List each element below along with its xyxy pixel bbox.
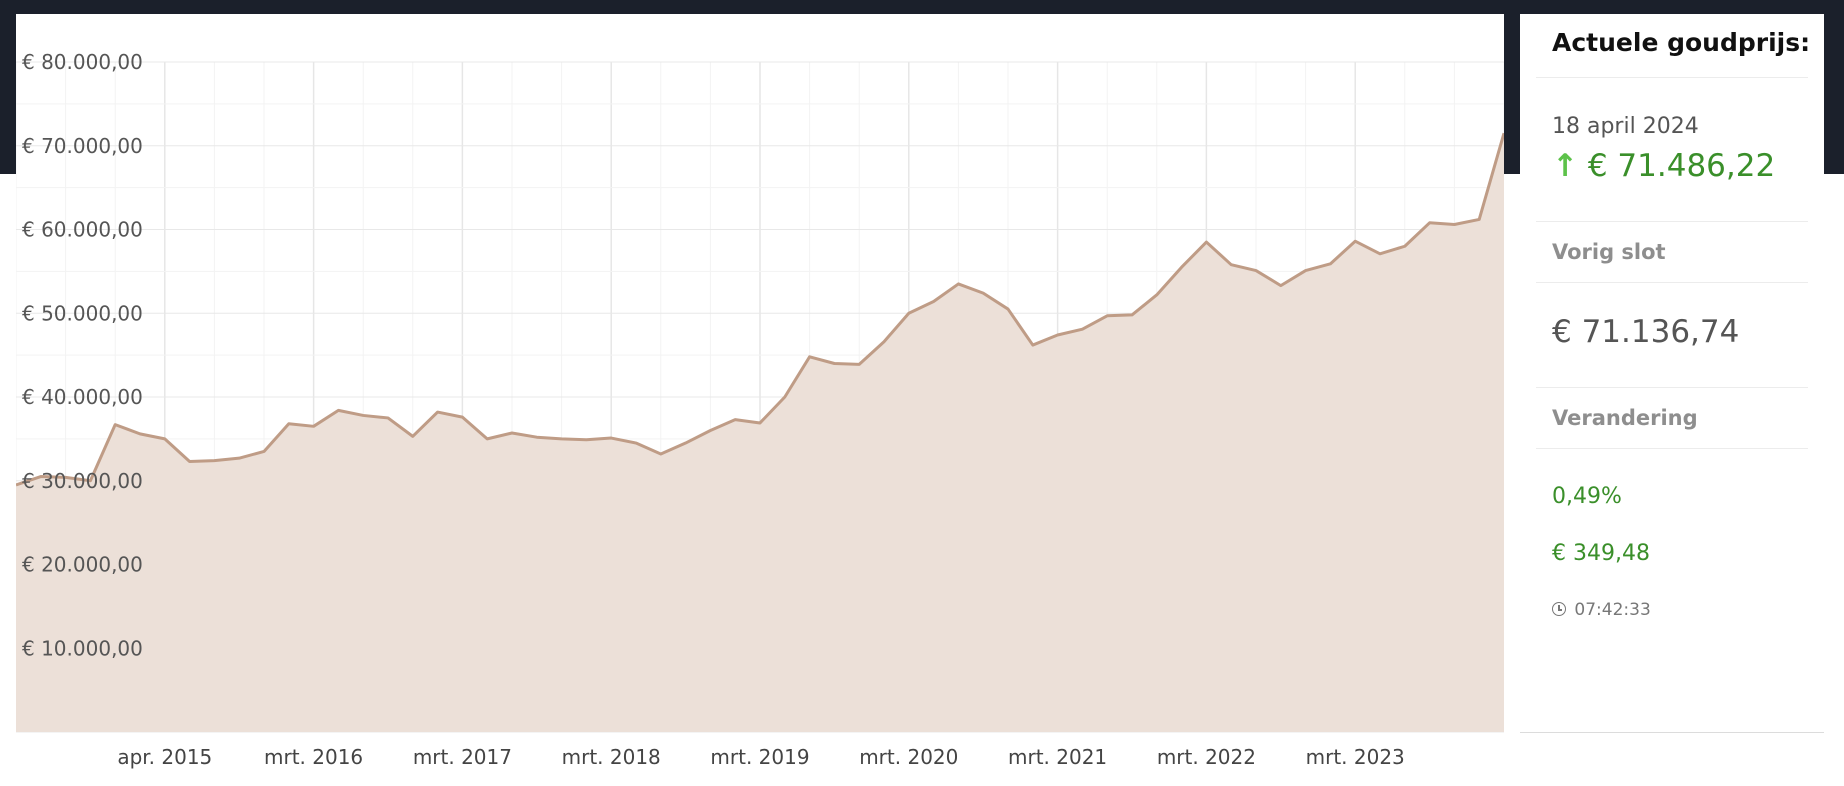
divider [1536,221,1808,222]
y-tick-label: € 40.000,00 [22,385,143,409]
x-tick-label: mrt. 2018 [562,745,661,769]
x-tick-label: mrt. 2019 [710,745,809,769]
update-time: 07:42:33 [1552,600,1651,620]
price-date: 18 april 2024 [1552,114,1699,139]
y-tick-label: € 80.000,00 [22,50,143,74]
previous-close-value: € 71.136,74 [1552,314,1740,350]
divider [1536,448,1808,449]
current-price-value: € 71.486,22 [1587,148,1776,184]
divider [1536,387,1808,388]
series-line [16,132,1504,487]
x-tick-label: mrt. 2017 [413,745,512,769]
x-tick-label: mrt. 2016 [264,745,363,769]
x-tick-label: mrt. 2022 [1157,745,1256,769]
current-price-panel: Actuele goudprijs: 18 april 2024 ↑ € 71.… [1520,14,1824,733]
divider [1536,77,1808,78]
series-area [16,133,1504,732]
x-tick-label: mrt. 2021 [1008,745,1107,769]
change-percent: 0,49% [1552,484,1622,509]
y-tick-label: € 60.000,00 [22,218,143,242]
y-tick-label: € 70.000,00 [22,134,143,158]
x-tick-label: apr. 2015 [117,745,212,769]
y-tick-label: € 50.000,00 [22,301,143,325]
divider [1536,282,1808,283]
x-tick-label: mrt. 2023 [1306,745,1405,769]
previous-close-label: Vorig slot [1552,240,1666,264]
panel-title: Actuele goudprijs: [1552,28,1811,57]
gold-price-chart: € 10.000,00 € 20.000,00 € 30.000,00 € 40.00… [16,14,1504,786]
x-tick-label: mrt. 2020 [859,745,958,769]
chart-svg: € 10.000,00 € 20.000,00 € 30.000,00 € 40.00… [16,50,1504,769]
y-tick-label: € 20.000,00 [22,553,143,577]
clock-icon [1552,602,1566,616]
update-time-value: 07:42:33 [1574,600,1651,620]
change-label: Verandering [1552,406,1698,430]
change-amount: € 349,48 [1552,541,1650,566]
y-tick-label: € 10.000,00 [22,636,143,660]
current-price: ↑ € 71.486,22 [1552,148,1775,184]
y-tick-label: € 30.000,00 [22,469,143,493]
arrow-up-icon: ↑ [1552,148,1578,184]
